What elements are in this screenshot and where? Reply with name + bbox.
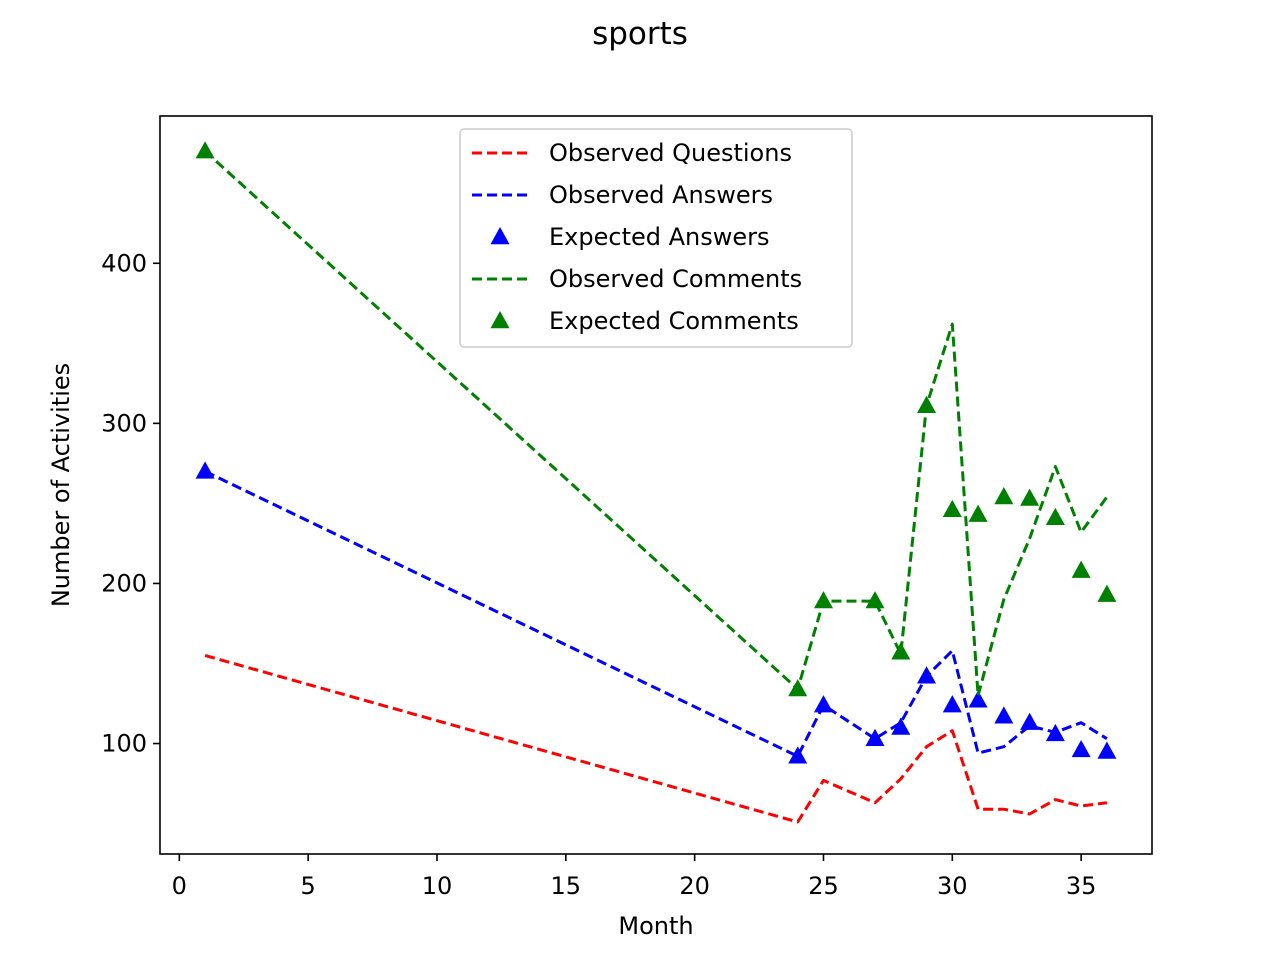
plot-area xyxy=(195,141,1117,824)
y-tick-label: 300 xyxy=(101,409,147,437)
data-point-expected-comments xyxy=(942,499,962,518)
x-tick-label: 30 xyxy=(937,872,968,900)
data-point-expected-comments xyxy=(813,591,833,609)
series-expected-answers xyxy=(195,461,1117,764)
data-point-expected-answers xyxy=(865,728,885,746)
data-point-expected-comments xyxy=(788,679,808,697)
chart-title: sports xyxy=(592,16,688,52)
data-point-expected-answers xyxy=(195,461,215,479)
data-point-expected-answers xyxy=(1071,739,1091,758)
data-point-expected-answers xyxy=(1097,741,1117,759)
legend-swatch-expected-comments xyxy=(490,311,510,329)
legend-label-observed-comments: Observed Comments xyxy=(549,265,802,293)
axes: 0 5 10 15 20 25 30 35 100 200 300 400 xyxy=(101,249,1096,900)
y-tick-label: 200 xyxy=(101,569,147,597)
y-tick-label: 400 xyxy=(101,249,147,277)
x-tick-label: 20 xyxy=(679,872,710,900)
x-tick-label: 35 xyxy=(1066,872,1097,900)
axes-frame xyxy=(159,115,1153,855)
data-point-expected-comments xyxy=(1045,507,1065,526)
y-tick-label: 100 xyxy=(101,730,147,758)
series-observed-questions xyxy=(204,654,1108,824)
data-point-expected-comments xyxy=(1071,560,1091,578)
data-point-expected-answers xyxy=(813,695,833,713)
data-point-expected-answers xyxy=(891,717,911,735)
data-point-expected-answers xyxy=(994,706,1014,724)
legend-label-observed-questions: Observed Questions xyxy=(549,139,792,167)
series-line-observed-questions xyxy=(204,654,1108,824)
x-tick-label: 10 xyxy=(422,872,453,900)
data-point-expected-answers xyxy=(1020,712,1040,730)
x-axis-label: Month xyxy=(618,912,693,940)
legend-label-observed-answers: Observed Answers xyxy=(549,181,773,209)
x-tick-label: 25 xyxy=(808,872,839,900)
x-tick-label: 0 xyxy=(172,872,187,900)
legend-swatch-expected-answers xyxy=(490,227,510,245)
data-point-expected-comments xyxy=(865,591,885,609)
data-point-expected-answers xyxy=(788,746,808,764)
data-point-expected-answers xyxy=(1045,723,1065,742)
data-point-expected-comments xyxy=(917,395,937,413)
data-point-expected-answers xyxy=(942,695,962,713)
data-point-expected-answers xyxy=(917,666,937,684)
data-point-expected-comments xyxy=(1020,488,1040,506)
data-point-expected-comments xyxy=(968,504,988,522)
x-tick-label: 15 xyxy=(551,872,582,900)
legend[interactable]: Observed Questions Observed Answers Expect… xyxy=(459,128,853,348)
series-expected-comments xyxy=(195,141,1117,697)
legend-label-expected-answers: Expected Answers xyxy=(549,223,770,251)
y-axis-label: Number of Activities xyxy=(47,363,75,607)
data-point-expected-answers xyxy=(968,690,988,708)
legend-box xyxy=(459,128,853,348)
data-point-expected-comments xyxy=(994,487,1014,505)
data-point-expected-comments xyxy=(1097,584,1117,602)
legend-label-expected-comments: Expected Comments xyxy=(549,307,799,335)
x-tick-label: 5 xyxy=(301,872,316,900)
data-point-expected-comments xyxy=(891,642,911,660)
data-point-expected-comments xyxy=(195,141,215,159)
